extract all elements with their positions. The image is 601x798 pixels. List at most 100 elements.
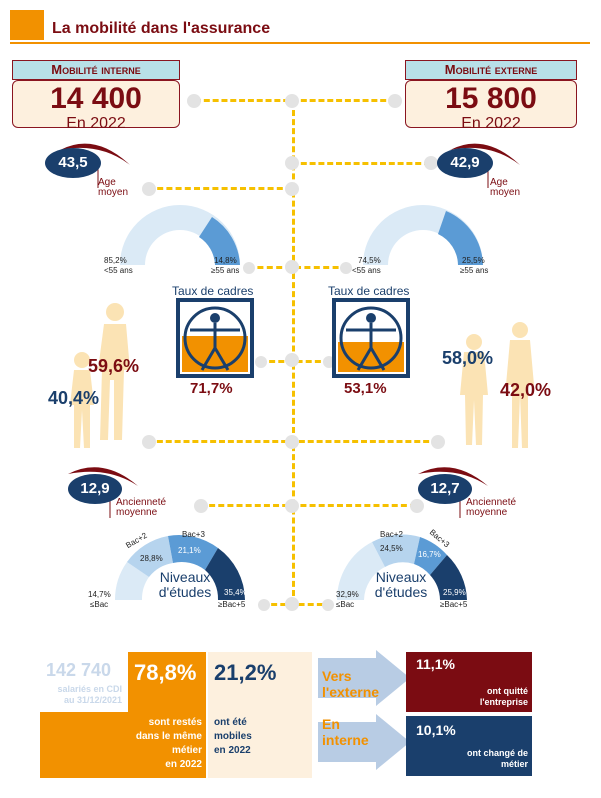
externe-anc-label-2: moyenne	[466, 507, 508, 518]
connector-row-3	[148, 187, 292, 190]
vitruvian-icon	[176, 298, 254, 378]
interne-count: 14 400	[50, 82, 142, 115]
connector-dot	[285, 353, 299, 367]
interne-donut-left-label: <55 ans	[104, 266, 133, 275]
arrow-right-icon	[318, 714, 410, 770]
externe-niveaux-donut	[336, 534, 467, 600]
externe-count: 15 800	[445, 82, 537, 115]
interne-anc-label-2: moyenne	[116, 507, 158, 518]
changed-box	[406, 716, 532, 776]
interne-taux-value: 71,7%	[190, 380, 233, 397]
en-interne-line: En	[322, 716, 340, 732]
en-interne-line: interne	[322, 732, 369, 748]
connector-dot	[255, 356, 267, 368]
externe-donut-right-pct: 25,5%	[462, 256, 485, 265]
arrow-right-icon	[318, 650, 410, 706]
vitruvian-icon	[332, 298, 410, 378]
total-label-line-2: au 31/12/2021	[63, 695, 122, 705]
interne-donut-left-pct: 85,2%	[104, 256, 127, 265]
interne-donut-right-label: ≥55 ans	[211, 266, 240, 275]
connector-dot	[194, 499, 208, 513]
connector-dot	[285, 499, 299, 513]
interne-anciennete-badge: 12,9	[68, 474, 122, 504]
connector-dot	[388, 94, 402, 108]
externe-niveaux-title: Niveaux d'études	[366, 570, 436, 600]
vers-externe-line: Vers	[322, 668, 352, 684]
stayed-pct: 78,8%	[134, 660, 197, 685]
connector-dot	[285, 94, 299, 108]
externe-label: Mobilité externe	[405, 60, 577, 80]
vers-externe-label: Vers l'externe	[322, 668, 379, 700]
interne-bac2-pct: 28,8%	[140, 554, 163, 563]
people-silhouette-icon	[460, 322, 534, 448]
interne-bac-label: ≤Bac	[90, 600, 109, 609]
externe-age-donut	[363, 205, 483, 265]
externe-bac-pct: 32,9%	[336, 590, 359, 599]
interne-year: En 2022	[66, 115, 126, 132]
mobile-label-line: mobiles	[214, 731, 252, 742]
externe-donut-left-label: <55 ans	[352, 266, 381, 275]
interne-bac5-label: ≥Bac+5	[218, 600, 246, 609]
externe-bac5-label: ≥Bac+5	[440, 600, 468, 609]
mobile-pct: 21,2%	[214, 660, 277, 685]
externe-age-label-1: Age	[490, 177, 508, 188]
interne-age-label-2: moyen	[98, 187, 129, 198]
niveaux-title-line-1: Niveaux	[159, 569, 211, 585]
externe-age-label-2: moyen	[490, 187, 521, 198]
quit-label-line: l'entreprise	[479, 697, 528, 707]
vers-externe-line: l'externe	[322, 684, 380, 700]
stayed-label-line: sont restés	[148, 717, 202, 728]
connector-dot	[285, 597, 299, 611]
connector-dot	[142, 435, 156, 449]
externe-donut-right-label: ≥55 ans	[460, 266, 489, 275]
externe-taux-value: 53,1%	[344, 380, 387, 397]
connector-dot	[285, 182, 299, 196]
externe-bac2-label: Bac+2	[380, 530, 403, 539]
total-label-line-1: salariés en CDI	[57, 684, 122, 694]
total-employees: 142 740	[46, 660, 112, 680]
interne-anc-label-1: Ancienneté	[116, 497, 167, 508]
externe-taux-label: Taux de cadres	[328, 284, 410, 298]
connector-dot	[142, 182, 156, 196]
stayed-label: sont restés dans le même métier en 2022	[126, 716, 202, 772]
interne-label: Mobilité interne	[12, 60, 180, 80]
niveaux-title-line-2: d'études	[158, 584, 212, 600]
connector-dot	[322, 599, 334, 611]
externe-donut-left-pct: 74,5%	[358, 256, 381, 265]
externe-anc-label-1: Ancienneté	[466, 497, 517, 508]
niveaux-title-line-2: d'études	[374, 584, 428, 600]
interne-niveaux-title: Niveaux d'études	[150, 570, 220, 600]
connector-dot	[431, 435, 445, 449]
quit-box	[406, 652, 532, 712]
page-title: La mobilité dans l'assurance	[52, 20, 271, 37]
connector-dot	[424, 156, 438, 170]
interne-bac-pct: 14,7%	[88, 590, 111, 599]
changed-label-line: ont changé de	[466, 748, 528, 758]
interne-bac3-label: Bac+3	[182, 530, 205, 539]
changed-pct: 10,1%	[416, 722, 456, 738]
mobile-label-line: ont été	[214, 717, 247, 728]
externe-bac2-pct: 24,5%	[380, 544, 403, 553]
interne-women-pct: 59,6%	[88, 356, 140, 376]
externe-count-box: 15 800 En 2022	[405, 80, 577, 132]
connector-dot	[340, 262, 352, 274]
connector-dot	[285, 260, 299, 274]
stayed-block-base	[40, 712, 206, 778]
interne-men-pct: 40,4%	[48, 388, 100, 408]
quit-pct: 11,1%	[416, 656, 455, 672]
interne-bac5-pct: 35,4%	[224, 588, 247, 597]
stayed-label-line: en 2022	[165, 759, 202, 770]
interne-age-label-1: Age	[98, 177, 116, 188]
externe-bac5-pct: 25,9%	[443, 588, 466, 597]
externe-year: En 2022	[461, 115, 521, 132]
title-underline	[10, 10, 590, 44]
connector-dot	[285, 435, 299, 449]
externe-women-pct: 58,0%	[442, 348, 494, 368]
interne-taux-label: Taux de cadres	[172, 284, 254, 298]
mobile-label-line: en 2022	[214, 745, 251, 756]
en-interne-label: En interne	[322, 716, 369, 748]
connector-dot	[243, 262, 255, 274]
mobile-block-side	[286, 652, 312, 778]
connector-dot	[285, 156, 299, 170]
externe-anciennete-badge: 12,7	[418, 474, 472, 504]
